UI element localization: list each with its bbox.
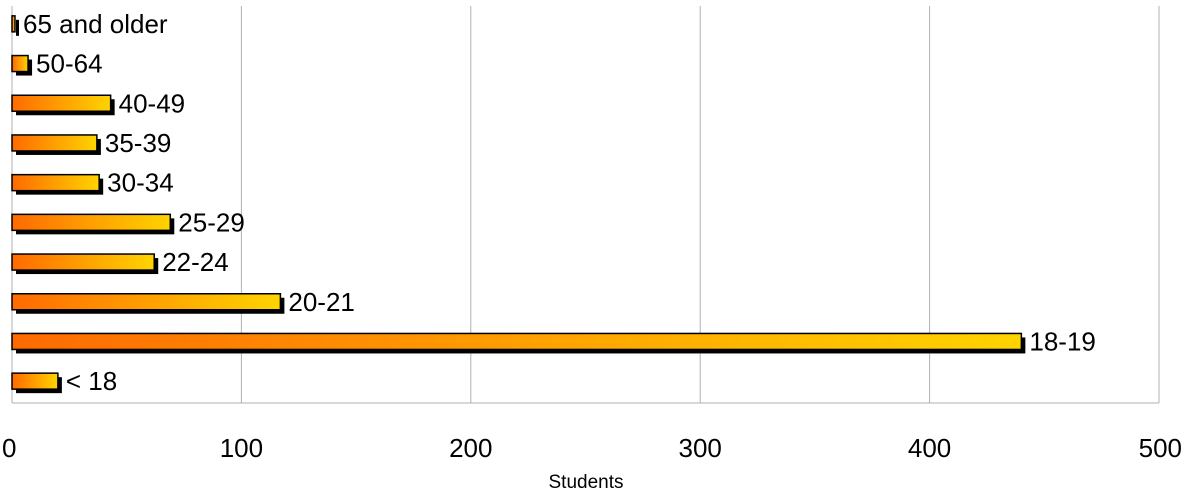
bar-category-label: 30-34	[107, 168, 174, 198]
bar	[11, 94, 112, 112]
bar-group: 20-21	[11, 287, 355, 317]
x-tick-label: 400	[908, 433, 951, 463]
bar	[11, 173, 100, 192]
bar-category-label: 35-39	[105, 128, 171, 158]
x-tick-label: 200	[449, 433, 492, 463]
bar-group: 30-34	[11, 168, 174, 198]
bar-group: 35-39	[11, 128, 171, 158]
bar-category-label: 18-19	[1029, 326, 1096, 356]
bar-category-label: 40-49	[119, 88, 186, 118]
bar	[11, 293, 282, 311]
bar-category-label: 25-29	[178, 207, 245, 237]
bar-category-label: 22-24	[162, 247, 229, 277]
gridlines	[11, 6, 1160, 404]
bar	[11, 332, 1023, 351]
bar-group: 22-24	[11, 247, 229, 277]
bar-group: 65 and older	[11, 9, 168, 39]
bar-group: 18-19	[11, 326, 1096, 356]
bar-category-label: 50-64	[36, 49, 103, 79]
bar-shadow	[16, 19, 19, 36]
bar-group: 50-64	[11, 49, 103, 79]
bar	[11, 213, 172, 232]
x-axis-ticks: 0 100 200 300 400 500	[2, 433, 1182, 463]
bar-category-label: 65 and older	[23, 9, 168, 39]
bar	[11, 372, 59, 390]
bar	[11, 253, 155, 271]
x-axis-title: Students	[549, 472, 624, 493]
bar-group: < 18	[11, 366, 117, 396]
bar	[11, 54, 29, 73]
bar-group: 40-49	[11, 88, 186, 118]
bar	[11, 134, 98, 152]
x-tick-label: 0	[2, 433, 16, 463]
bar-category-label: 20-21	[288, 287, 355, 317]
bar	[11, 15, 16, 33]
bar-group: 25-29	[11, 207, 245, 237]
bar-category-label: < 18	[66, 366, 117, 396]
x-tick-label: 300	[679, 433, 722, 463]
x-tick-label: 100	[220, 433, 263, 463]
x-tick-label: 500	[1139, 433, 1182, 463]
